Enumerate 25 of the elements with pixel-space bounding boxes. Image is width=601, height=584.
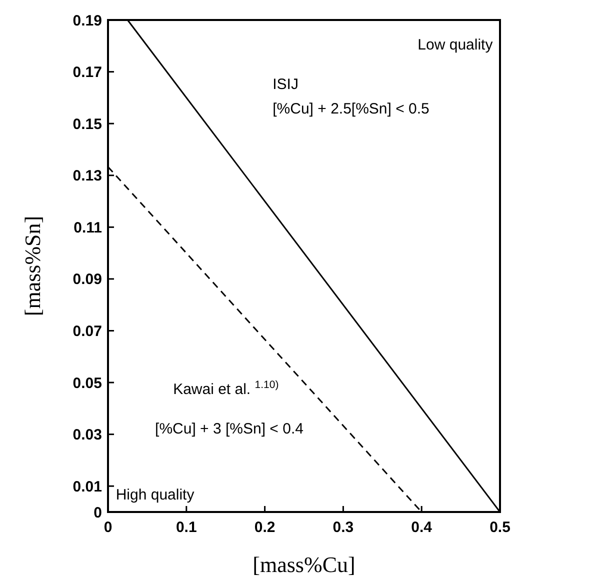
x-tick-label: 0.4	[411, 519, 433, 536]
y-axis-title: [mass%Sn]	[20, 216, 45, 316]
x-tick-label: 0.5	[490, 519, 510, 536]
y-tick-label: 0.07	[72, 322, 102, 340]
y-tick-label: 0.11	[74, 219, 102, 236]
x-tick-label: 0	[104, 519, 112, 536]
y-tick-label: 0.19	[72, 12, 102, 30]
y-tick-label: 0.01	[72, 478, 102, 496]
x-tick-label: 0.3	[332, 519, 354, 536]
annotation: High quality	[116, 486, 195, 504]
y-tick-label: 0.13	[72, 168, 102, 185]
y-tick-label: 0.15	[72, 116, 102, 133]
y-tick-label: 0.17	[72, 64, 102, 82]
annotation: [%Cu] + 2.5[%Sn] < 0.5	[272, 100, 430, 118]
y-tick-label: 0.09	[72, 271, 102, 288]
x-tick-label: 0.2	[254, 519, 276, 536]
annotation: Low quality	[418, 36, 494, 54]
y-tick-label: 0.03	[72, 426, 102, 444]
annotation: Kawai et al. $^{1.10)}$	[173, 378, 279, 398]
x-axis-title: [mass%Cu]	[252, 552, 356, 577]
y-tick-label: 0.05	[72, 374, 102, 392]
annotation: [%Cu] + 3 [%Sn] < 0.4	[155, 420, 304, 438]
y-tick-label: 0	[94, 504, 102, 522]
annotation: ISIJ	[272, 76, 298, 93]
x-tick-label: 0.1	[176, 519, 197, 536]
